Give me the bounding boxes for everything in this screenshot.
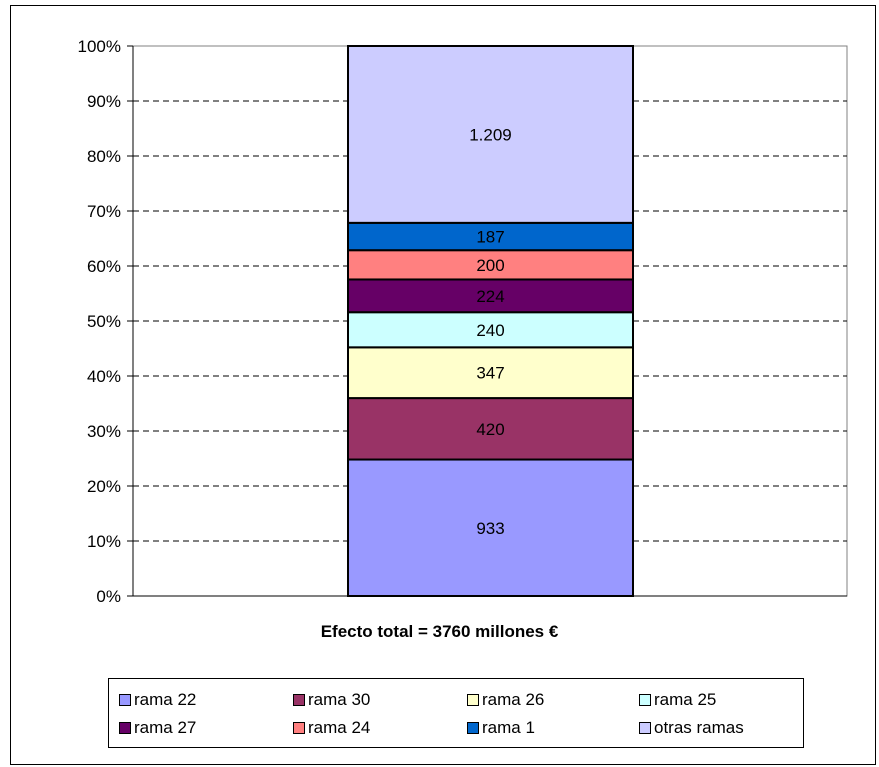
y-tick-label: 80% bbox=[87, 147, 121, 166]
y-tick-label: 90% bbox=[87, 92, 121, 111]
y-tick-label: 40% bbox=[87, 367, 121, 386]
y-tick-label: 0% bbox=[96, 587, 121, 606]
legend-swatch bbox=[639, 722, 651, 734]
legend-swatch bbox=[639, 694, 651, 706]
y-tick-label: 100% bbox=[78, 37, 121, 56]
legend-label: rama 30 bbox=[308, 690, 370, 710]
data-label: 420 bbox=[476, 420, 504, 439]
y-tick-label: 10% bbox=[87, 532, 121, 551]
y-tick-label: 60% bbox=[87, 257, 121, 276]
y-tick-label: 70% bbox=[87, 202, 121, 221]
y-tick-label: 20% bbox=[87, 477, 121, 496]
data-label: 187 bbox=[476, 228, 504, 247]
legend-item: otras ramas bbox=[639, 717, 744, 739]
legend-item: rama 22 bbox=[119, 689, 196, 711]
x-axis-label: Efecto total = 3760 millones € bbox=[0, 622, 879, 642]
legend-item: rama 24 bbox=[293, 717, 370, 739]
legend-swatch bbox=[467, 722, 479, 734]
legend-label: rama 26 bbox=[482, 690, 544, 710]
legend-label: rama 1 bbox=[482, 718, 535, 738]
chart-legend: rama 22 rama 30 rama 26 rama 25 rama 27 rama … bbox=[108, 678, 804, 748]
legend-swatch bbox=[119, 694, 131, 706]
y-tick-label: 30% bbox=[87, 422, 121, 441]
legend-swatch bbox=[293, 694, 305, 706]
data-label: 224 bbox=[476, 287, 504, 306]
data-label: 347 bbox=[476, 364, 504, 383]
legend-label: otras ramas bbox=[654, 718, 744, 738]
data-label: 933 bbox=[476, 519, 504, 538]
legend-label: rama 22 bbox=[134, 690, 196, 710]
legend-label: rama 24 bbox=[308, 718, 370, 738]
data-label: 200 bbox=[476, 256, 504, 275]
data-label: 240 bbox=[476, 321, 504, 340]
legend-label: rama 27 bbox=[134, 718, 196, 738]
legend-item: rama 26 bbox=[467, 689, 544, 711]
legend-item: rama 30 bbox=[293, 689, 370, 711]
legend-swatch bbox=[119, 722, 131, 734]
legend-item: rama 27 bbox=[119, 717, 196, 739]
legend-label: rama 25 bbox=[654, 690, 716, 710]
legend-item: rama 25 bbox=[639, 689, 716, 711]
legend-swatch bbox=[467, 694, 479, 706]
legend-item: rama 1 bbox=[467, 717, 535, 739]
y-tick-label: 50% bbox=[87, 312, 121, 331]
legend-swatch bbox=[293, 722, 305, 734]
data-label: 1.209 bbox=[469, 125, 512, 144]
